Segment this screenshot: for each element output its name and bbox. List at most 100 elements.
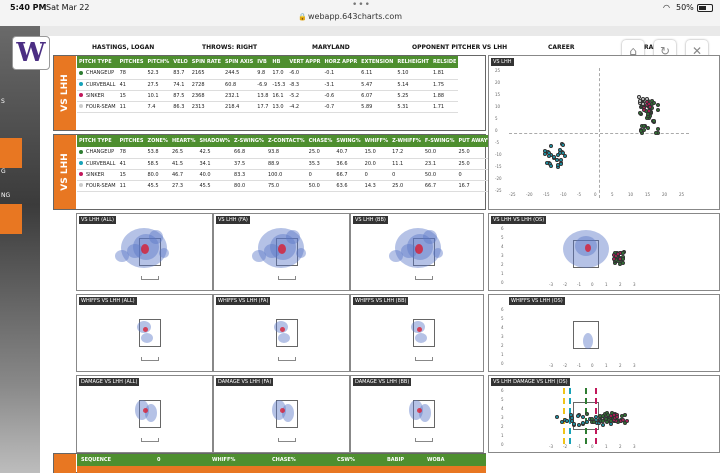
chart-label-part: VS LHH — [493, 217, 512, 223]
clock: 5:40 PM — [10, 3, 47, 12]
url-text[interactable]: webapp.643charts.com — [308, 12, 403, 21]
pitch-point — [548, 143, 553, 148]
table-row: FOUR-SEAM 11 45.5 27.3 45.5 80.0 75.0 50.0 63.6 1… — [77, 180, 495, 192]
pitch-point — [637, 110, 642, 115]
background-sidebar: S G NG — [0, 26, 40, 473]
table-cell: 11 — [117, 101, 146, 113]
table-cell: 7.4 — [145, 101, 172, 113]
cell-value: 5.14 — [397, 81, 409, 88]
cell-value: 1.75 — [432, 81, 445, 88]
pitch-point — [558, 148, 563, 153]
column-header: WHIFF% — [362, 135, 391, 147]
column-header: VELO — [171, 56, 190, 68]
pitch-point — [580, 415, 585, 420]
cell-value: 15.0 — [364, 149, 376, 156]
axis-tick-y: 5 — [495, 116, 498, 121]
cell-value: 244.5 — [225, 70, 240, 77]
heat-hotspot — [143, 408, 148, 413]
table-cell: 66.8 — [232, 147, 266, 159]
cell-value: 60.8 — [225, 81, 237, 88]
cell-value: 88.9 — [267, 160, 280, 167]
pitch-point — [655, 126, 660, 131]
table-cell: 46.7 — [169, 169, 198, 181]
axis-tick-y: 2 — [501, 424, 504, 429]
heatmap-panel: DAMAGE VS LHH (ALL) — [76, 375, 213, 453]
location-plot: 6 5 4 3 2 1 0 -3 -2 -1 0 1 2 3 — [501, 307, 689, 369]
cell-value: 16.7 — [458, 182, 470, 189]
chart-label-part: VS LHH (OS) — [513, 217, 545, 223]
more-dots-icon[interactable]: ••• — [352, 0, 371, 10]
table-cell: 34.1 — [197, 158, 233, 170]
pitch-type-label: SINKER — [86, 92, 105, 99]
table-cell: -6.0 — [287, 68, 323, 80]
cell-value: 232.1 — [225, 92, 240, 99]
table-row: SINKER 15 80.0 46.7 40.0 83.3 100.0 0 66.7 0 0 50.0… — [77, 169, 495, 181]
table-cell: -0.6 — [322, 90, 360, 102]
axis-tick-x: -2 — [563, 363, 567, 368]
chart-label: VS LHH — [491, 58, 514, 66]
pitch-point — [575, 413, 580, 418]
team-logo: W — [12, 36, 50, 70]
cell-value: 1.81 — [432, 70, 445, 77]
home-plate — [415, 357, 433, 361]
pitch-point — [544, 161, 549, 166]
pitch-point — [600, 422, 605, 427]
metrics-table: PITCH TYPE PITCHES PITCH% VELO SPIN RATE SPIN… — [77, 56, 459, 113]
heat-hotspot — [143, 327, 148, 332]
table-cell: 41 — [117, 158, 146, 170]
pitch-point — [637, 99, 642, 104]
table-cell: 2165 — [189, 68, 224, 80]
table-row: CURVEBALL 41 58.5 41.5 34.1 37.5 88.9 35.3 36.6 2… — [77, 158, 495, 170]
cell-value: 6.07 — [361, 92, 373, 99]
vs-label-box: VS LHH — [54, 135, 76, 209]
cell-value: 1.88 — [432, 92, 445, 99]
pitch-point — [555, 158, 560, 163]
axis-tick-y: 4 — [501, 325, 504, 330]
cell-value: 53.8 — [147, 149, 159, 156]
axis-tick-x: -15 — [543, 192, 550, 197]
axis-tick-y: 0 — [501, 280, 504, 285]
axis-tick-y: 25 — [495, 68, 501, 73]
cell-value: 50.0 — [424, 171, 437, 178]
cell-value: 83.3 — [234, 171, 246, 178]
column-header: Z-SWING% — [232, 135, 266, 147]
pitch-type-cell: FOUR-SEAM — [77, 180, 118, 192]
cell-value: 80.0 — [147, 171, 159, 178]
pitch-point — [611, 257, 616, 262]
heat-blob — [115, 250, 129, 262]
table-cell: 1.75 — [430, 79, 459, 91]
table-cell: 16.1 — [270, 90, 288, 102]
heat-blob — [433, 248, 443, 258]
pitch-point — [642, 123, 647, 128]
sequence-column-header: BABIP — [387, 457, 405, 463]
sequence-column-header: CSW% — [337, 457, 355, 463]
axis-tick-x: 0 — [591, 363, 594, 368]
pitch-point — [548, 164, 553, 169]
table-cell: 14.3 — [362, 180, 391, 192]
home-icon: ⌂ — [629, 44, 637, 58]
pitch-point — [585, 412, 590, 417]
table-cell: 58.5 — [145, 158, 170, 170]
table-cell: 6.07 — [359, 90, 396, 102]
axis-tick-x: 1 — [605, 363, 608, 368]
cell-value: 0 — [364, 171, 368, 178]
cell-value: 66.8 — [234, 149, 246, 156]
axis-tick-y: 6 — [501, 307, 504, 312]
axis-tick-x: -3 — [549, 282, 553, 287]
pitch-point — [559, 420, 564, 425]
table-cell: 80.0 — [232, 180, 266, 192]
cell-value: 0 — [392, 171, 396, 178]
chart-label: VS LHH DAMAGE VS LHH (OS) — [491, 378, 570, 386]
cell-value: 11 — [119, 103, 126, 110]
home-plate — [141, 357, 159, 361]
pitch-point — [641, 127, 646, 132]
vs-label-box: VS LHH — [54, 56, 76, 130]
sidebar-label: G — [1, 168, 6, 175]
strike-zone — [139, 319, 161, 347]
column-header: F-SWING% — [422, 135, 457, 147]
address-bar[interactable]: 🔒 webapp.643charts.com — [0, 12, 720, 26]
table-cell: 66.7 — [334, 169, 363, 181]
cell-value: -4.2 — [289, 103, 300, 110]
cell-value: 34.1 — [199, 160, 211, 167]
heat-blob — [423, 230, 437, 244]
